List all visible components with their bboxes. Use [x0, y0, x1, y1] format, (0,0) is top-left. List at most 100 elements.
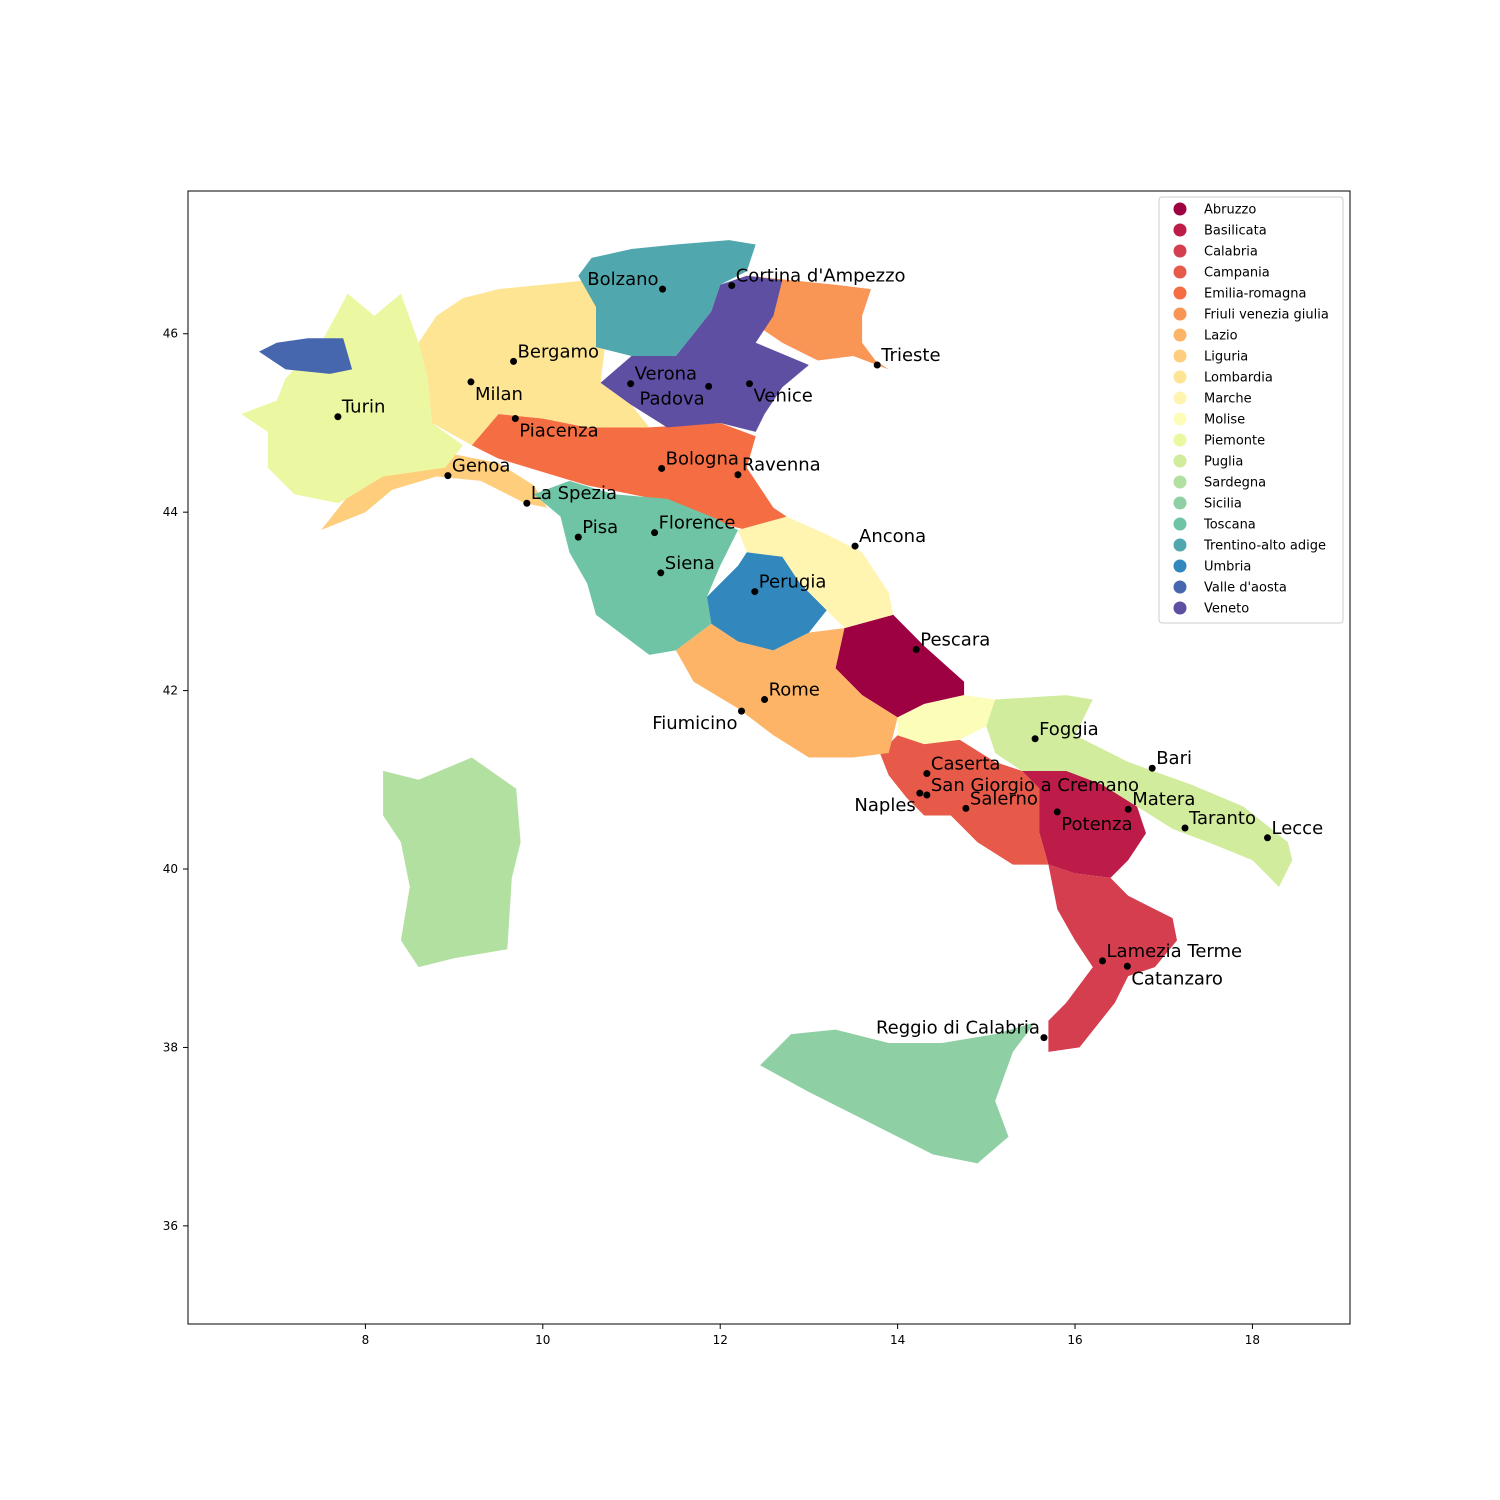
- x-tick-label: 8: [362, 1333, 370, 1347]
- y-tick-label: 44: [163, 505, 178, 519]
- legend-swatch-liguria: [1173, 349, 1187, 363]
- city-label-verona: Verona: [635, 364, 697, 385]
- legend-label-sicilia: Sicilia: [1204, 497, 1242, 512]
- city-marker-perugia: [751, 588, 759, 596]
- city-label-foggia: Foggia: [1039, 719, 1099, 740]
- city-marker-trieste: [873, 361, 881, 369]
- legend-swatch-valle-d-aosta: [1173, 580, 1187, 594]
- city-marker-verona: [627, 380, 635, 388]
- city-marker-fiumicino: [738, 707, 746, 715]
- x-tick-label: 14: [890, 1333, 905, 1347]
- city-marker-siena: [657, 569, 665, 577]
- city-marker-florence: [651, 529, 659, 537]
- city-label-siena: Siena: [665, 553, 715, 574]
- region-calabria: [1048, 864, 1177, 1052]
- city-label-naples: Naples: [854, 795, 915, 816]
- city-marker-reggio-di-calabria: [1040, 1034, 1048, 1042]
- city-label-lamezia-terme: Lamezia Terme: [1107, 941, 1243, 962]
- city-marker-rome: [761, 696, 769, 704]
- city-marker-cortina-d-ampezzo: [728, 282, 736, 290]
- legend-label-liguria: Liguria: [1204, 350, 1248, 365]
- legend-swatch-friuli-venezia-giulia: [1173, 307, 1187, 321]
- legend-swatch-campania: [1173, 265, 1187, 279]
- city-label-reggio-di-calabria: Reggio di Calabria: [876, 1018, 1040, 1039]
- city-marker-san-giorgio-a-cremano: [923, 791, 931, 799]
- city-marker-ravenna: [734, 471, 742, 479]
- city-label-potenza: Potenza: [1061, 814, 1132, 835]
- legend-swatch-basilicata: [1173, 223, 1187, 237]
- city-label-bologna: Bologna: [666, 448, 739, 469]
- legend-label-trentino-alto-adige: Trentino-alto adige: [1203, 539, 1326, 554]
- region-campania: [879, 735, 1049, 865]
- legend-label-valle-d-aosta: Valle d'aosta: [1204, 581, 1287, 596]
- city-label-padova: Padova: [639, 388, 704, 409]
- city-marker-pescara: [912, 646, 920, 654]
- city-label-ravenna: Ravenna: [742, 455, 821, 476]
- city-label-matera: Matera: [1132, 789, 1195, 810]
- city-marker-ancona: [851, 542, 859, 550]
- city-marker-milan: [467, 378, 475, 386]
- regions-layer: [241, 240, 1293, 1164]
- legend-label-toscana: Toscana: [1203, 518, 1256, 533]
- city-label-san-giorgio-a-cremano: San Giorgio a Cremano: [931, 775, 1139, 796]
- legend-label-campania: Campania: [1204, 266, 1270, 281]
- legend-label-sardegna: Sardegna: [1204, 476, 1266, 491]
- legend-label-lombardia: Lombardia: [1204, 371, 1273, 386]
- region-toscana: [533, 480, 738, 655]
- region-lombardia: [418, 280, 650, 446]
- legend-swatch-emilia-romagna: [1173, 286, 1187, 300]
- city-marker-la-spezia: [523, 499, 531, 507]
- legend-swatch-lazio: [1173, 328, 1187, 342]
- city-marker-bari: [1148, 764, 1156, 772]
- city-marker-pisa: [574, 533, 582, 541]
- city-marker-venice: [745, 380, 753, 388]
- region-marche: [738, 516, 894, 629]
- y-tick-label: 46: [163, 327, 178, 341]
- legend-label-umbria: Umbria: [1204, 560, 1251, 575]
- city-marker-naples: [916, 789, 924, 797]
- region-valle-d-aosta: [259, 338, 353, 374]
- legend-swatch-puglia: [1173, 454, 1187, 468]
- city-marker-taranto: [1181, 824, 1189, 832]
- region-umbria: [706, 552, 827, 651]
- legend-label-emilia-romagna: Emilia-romagna: [1204, 287, 1306, 302]
- city-label-pisa: Pisa: [582, 517, 618, 538]
- city-marker-lecce: [1264, 834, 1272, 842]
- legend-label-veneto: Veneto: [1204, 602, 1249, 617]
- legend-swatch-toscana: [1173, 517, 1187, 531]
- city-marker-potenza: [1053, 808, 1061, 816]
- city-label-trieste: Trieste: [880, 345, 940, 366]
- city-marker-caserta: [923, 770, 931, 778]
- y-tick-label: 36: [163, 1219, 178, 1233]
- region-piemonte: [241, 293, 463, 504]
- x-tick-label: 18: [1245, 1333, 1260, 1347]
- legend-box: [1158, 196, 1344, 624]
- y-tick-label: 38: [163, 1040, 178, 1054]
- city-label-la-spezia: La Spezia: [531, 483, 617, 504]
- city-label-perugia: Perugia: [759, 572, 827, 593]
- region-friuli-venezia-giulia: [746, 275, 889, 370]
- legend-label-puglia: Puglia: [1204, 455, 1243, 470]
- legend-swatch-veneto: [1173, 601, 1187, 615]
- legend-label-calabria: Calabria: [1204, 245, 1258, 260]
- legend-label-abruzzo: Abruzzo: [1204, 203, 1256, 218]
- city-label-ancona: Ancona: [859, 526, 926, 547]
- city-marker-lamezia-terme: [1099, 957, 1107, 965]
- region-sicilia: [760, 1022, 1036, 1164]
- region-basilicata: [1021, 770, 1146, 878]
- legend-label-friuli-venezia-giulia: Friuli venezia giulia: [1204, 308, 1329, 323]
- legend-swatch-lombardia: [1173, 370, 1187, 384]
- city-label-fiumicino: Fiumicino: [652, 713, 737, 734]
- region-liguria: [321, 454, 548, 530]
- legend-swatch-sicilia: [1173, 496, 1187, 510]
- legend-swatch-sardegna: [1173, 475, 1187, 489]
- legend-swatch-abruzzo: [1173, 202, 1187, 216]
- legend-swatch-trentino-alto-adige: [1173, 538, 1187, 552]
- y-tick-label: 40: [163, 862, 178, 876]
- legend-label-molise: Molise: [1204, 413, 1245, 428]
- region-puglia: [986, 695, 1293, 887]
- city-marker-foggia: [1031, 735, 1039, 743]
- region-emilia-romagna: [471, 414, 787, 530]
- x-tick-label: 12: [713, 1333, 728, 1347]
